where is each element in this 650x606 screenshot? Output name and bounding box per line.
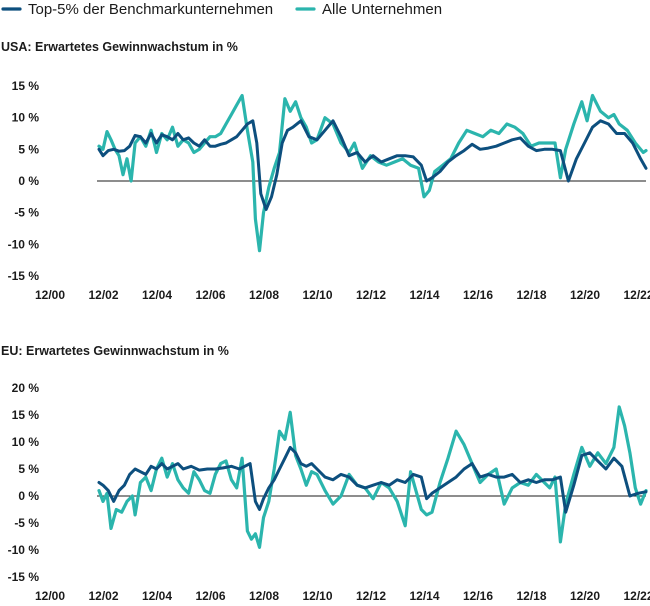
legend-label-all: Alle Unternehmen xyxy=(322,1,442,18)
eu-y-tick-label: -5 % xyxy=(14,516,39,530)
eu-x-tick-label: 12/14 xyxy=(409,589,439,603)
usa-series-line-top5 xyxy=(97,119,648,211)
eu-x-tick-label: 12/20 xyxy=(570,589,600,603)
eu-x-axis: 12/00 12/02 12/04 12/06 12/08 12/10 12/12 12/14… xyxy=(35,589,650,603)
usa-x-tick-label: 12/14 xyxy=(409,288,439,302)
usa-y-tick-label: -15 % xyxy=(8,269,40,283)
eu-y-tick-label: 0 % xyxy=(18,489,39,503)
legend: Top-5% der Benchmarkunternehmen Alle Unt… xyxy=(1,1,442,18)
usa-y-axis: 15 % 10 % 5 % 0 % -5 % -10 % -15 % xyxy=(8,79,40,283)
eu-x-tick-label: 12/10 xyxy=(302,589,332,603)
eu-x-tick-label: 12/02 xyxy=(88,589,118,603)
usa-x-tick-label: 12/04 xyxy=(142,288,172,302)
usa-x-tick-label: 12/00 xyxy=(35,288,65,302)
usa-chart-title: USA: Erwartetes Gewinnwachstum in % xyxy=(1,40,238,54)
eu-x-tick-label: 12/16 xyxy=(463,589,493,603)
eu-y-tick-label: 5 % xyxy=(18,462,39,476)
usa-chart: USA: Erwartetes Gewinnwachstum in % 15 %… xyxy=(1,40,650,302)
eu-series-line-all xyxy=(97,405,648,549)
eu-y-tick-label: 20 % xyxy=(12,381,40,395)
eu-x-tick-label: 12/08 xyxy=(249,589,279,603)
usa-x-tick-label: 12/08 xyxy=(249,288,279,302)
usa-y-tick-label: 15 % xyxy=(12,79,40,93)
usa-series-line-all xyxy=(97,93,648,253)
eu-chart: EU: Erwartetes Gewinnwachstum in % 20 % 1… xyxy=(1,344,650,603)
usa-x-tick-label: 12/12 xyxy=(356,288,386,302)
usa-x-tick-label: 12/16 xyxy=(463,288,493,302)
usa-x-tick-label: 12/22 xyxy=(623,288,650,302)
usa-y-tick-label: 5 % xyxy=(18,142,39,156)
eu-series-group xyxy=(97,405,648,549)
usa-x-tick-label: 12/02 xyxy=(88,288,118,302)
eu-series-line-top5 xyxy=(97,445,648,514)
eu-y-tick-label: -10 % xyxy=(8,543,40,557)
legend-label-top5: Top-5% der Benchmarkunternehmen xyxy=(28,1,273,18)
eu-x-tick-label: 12/22 xyxy=(623,589,650,603)
eu-y-tick-label: 15 % xyxy=(12,408,40,422)
usa-x-tick-label: 12/20 xyxy=(570,288,600,302)
eu-y-tick-label: 10 % xyxy=(12,435,40,449)
usa-x-axis: 12/00 12/02 12/04 12/06 12/08 12/10 12/12 12/14… xyxy=(35,288,650,302)
eu-x-tick-label: 12/18 xyxy=(516,589,546,603)
usa-y-tick-label: -5 % xyxy=(14,206,39,220)
eu-y-axis: 20 % 15 % 10 % 5 % 0 % -5 % -10 % -15 % xyxy=(8,381,40,584)
usa-x-tick-label: 12/18 xyxy=(516,288,546,302)
eu-x-tick-label: 12/12 xyxy=(356,589,386,603)
usa-series-group xyxy=(97,93,648,253)
usa-y-tick-label: 10 % xyxy=(12,111,40,125)
usa-x-tick-label: 12/06 xyxy=(195,288,225,302)
eu-x-tick-label: 12/04 xyxy=(142,589,172,603)
eu-chart-title: EU: Erwartetes Gewinnwachstum in % xyxy=(1,344,229,358)
usa-y-tick-label: 0 % xyxy=(18,174,39,188)
eu-x-tick-label: 12/06 xyxy=(195,589,225,603)
usa-x-tick-label: 12/10 xyxy=(302,288,332,302)
usa-y-tick-label: -10 % xyxy=(8,237,40,251)
eu-x-tick-label: 12/00 xyxy=(35,589,65,603)
eu-y-tick-label: -15 % xyxy=(8,570,40,584)
